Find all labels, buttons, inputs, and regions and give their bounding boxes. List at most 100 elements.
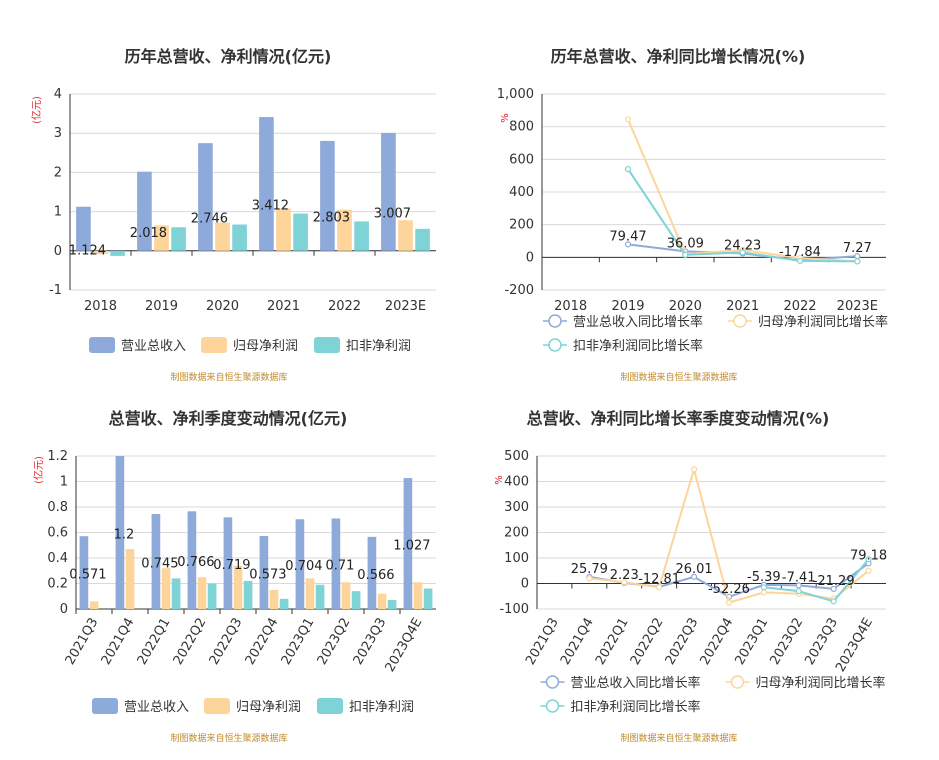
legend-swatch (92, 698, 118, 714)
y-tick-label: 800 (509, 120, 534, 135)
y-unit-label: (亿元) (30, 96, 43, 124)
bar (320, 140, 335, 251)
series-point (865, 556, 872, 563)
bar (351, 591, 361, 609)
bar (161, 568, 171, 609)
y-tick-label: 0.6 (47, 526, 68, 541)
bar (415, 228, 430, 251)
data-label: 7.27 (843, 241, 872, 256)
data-label: -5.39 (747, 570, 781, 585)
y-tick-label: 200 (504, 526, 529, 541)
series-point (830, 585, 837, 593)
y-tick-label: 0 (54, 244, 62, 259)
legend-marker (548, 338, 562, 352)
bar (151, 514, 161, 609)
y-tick-label: 400 (509, 185, 534, 200)
x-tick-label: 2019 (611, 299, 644, 314)
data-source-note: 制图数据来自恒生聚源数据库 (170, 732, 287, 744)
bar (79, 536, 89, 609)
y-tick-label: 0.2 (47, 577, 68, 592)
chart-title: 总营收、净利同比增长率季度变动情况(%) (527, 409, 830, 428)
legend-label: 归母净利润 (233, 339, 298, 354)
y-tick-label: 100 (504, 551, 529, 566)
series-point (796, 257, 804, 265)
bar (341, 582, 351, 609)
data-label: 0.573 (249, 567, 286, 582)
x-tick-label: 2022Q3 (663, 616, 702, 668)
quarterly-revenue-profit-panel: 总营收、净利季度变动情况(亿元) (亿元) 1.210.80.60.40.202… (32, 409, 436, 744)
y-tick-label: 0.4 (47, 551, 68, 566)
y-tick-label: 400 (504, 475, 529, 490)
bar (115, 456, 125, 609)
x-tick-label: 2023Q3 (351, 616, 390, 668)
data-label: 0.571 (69, 568, 106, 583)
y-tick-label: 3 (54, 126, 62, 141)
bar (110, 250, 125, 256)
legend-swatch (89, 337, 115, 353)
x-tick-label: 2021Q3 (523, 616, 562, 668)
x-tick-label: 2023Q4E (383, 616, 426, 675)
chart-title: 历年总营收、净利情况(亿元) (125, 47, 332, 66)
bar (331, 518, 341, 609)
series-point (739, 249, 746, 256)
series-point (760, 589, 767, 596)
x-tick-label: 2021Q3 (63, 616, 102, 668)
legend-label: 营业总收入 (121, 339, 186, 354)
bar (76, 206, 91, 251)
data-label: -7.41 (782, 570, 816, 585)
x-tick-label: 2021 (726, 299, 759, 314)
data-source-note: 制图数据来自恒生聚源数据库 (620, 732, 737, 744)
x-tick-label: 2021Q4 (558, 616, 597, 668)
y-tick-label: 0 (521, 577, 529, 592)
series-point (621, 579, 628, 586)
y-tick-label: 0 (60, 602, 68, 617)
bar (337, 209, 352, 251)
legend: 营业总收入 归母净利润 扣非净利润 (89, 337, 411, 354)
y-tick-label: -100 (499, 602, 529, 617)
data-label: 24.23 (724, 238, 761, 253)
bar (295, 519, 305, 609)
legend: 营业总收入 归母净利润 扣非净利润 (92, 698, 414, 715)
bar (171, 578, 181, 609)
x-tick-label: 2022Q3 (207, 616, 246, 668)
data-label: 3.007 (374, 206, 411, 221)
legend-label: 归母净利润同比增长率 (758, 314, 888, 330)
legend-label: 归母净利润 (236, 700, 301, 715)
series-point (656, 584, 663, 591)
bar (125, 549, 135, 609)
data-label: 1.027 (393, 539, 430, 554)
bar (293, 213, 308, 251)
series-point (586, 575, 593, 582)
bar (413, 582, 423, 609)
series-point (795, 588, 802, 595)
data-label: 79.18 (850, 548, 887, 563)
bar (259, 535, 269, 609)
data-label: 0.745 (141, 557, 178, 572)
x-tick-label: 2019 (145, 299, 178, 314)
series-point (624, 241, 632, 248)
x-tick-label: 2022Q1 (135, 616, 174, 668)
legend-label: 营业总收入同比增长率 (571, 675, 701, 691)
y-tick-label: 200 (509, 218, 534, 233)
annual-revenue-profit-panel: 历年总营收、净利情况(亿元) (亿元) 4 3 2 1 0 -1 2018 2019 2020 2… (30, 47, 436, 383)
x-tick-label: 2020 (669, 299, 702, 314)
series-point (760, 584, 767, 591)
x-tick-label: 2022Q2 (171, 616, 210, 668)
data-label: 1.2 (114, 528, 135, 543)
legend-marker (548, 314, 562, 328)
data-label: 0.71 (325, 559, 354, 574)
x-tick-label: 2023Q1 (279, 616, 318, 668)
data-label: 1.124 (69, 243, 106, 258)
bar (279, 598, 289, 609)
bar (154, 225, 169, 251)
quarterly-growth-panel: 总营收、净利同比增长率季度变动情况(%) % 500 400 300 200 100 0 -… (494, 409, 887, 744)
legend-marker (545, 675, 560, 689)
legend-label: 扣非净利润 (349, 700, 414, 715)
y-tick-label: 0.8 (47, 500, 68, 515)
x-tick-label: 2022 (328, 299, 361, 314)
bar (232, 224, 247, 251)
series-point (682, 251, 689, 258)
